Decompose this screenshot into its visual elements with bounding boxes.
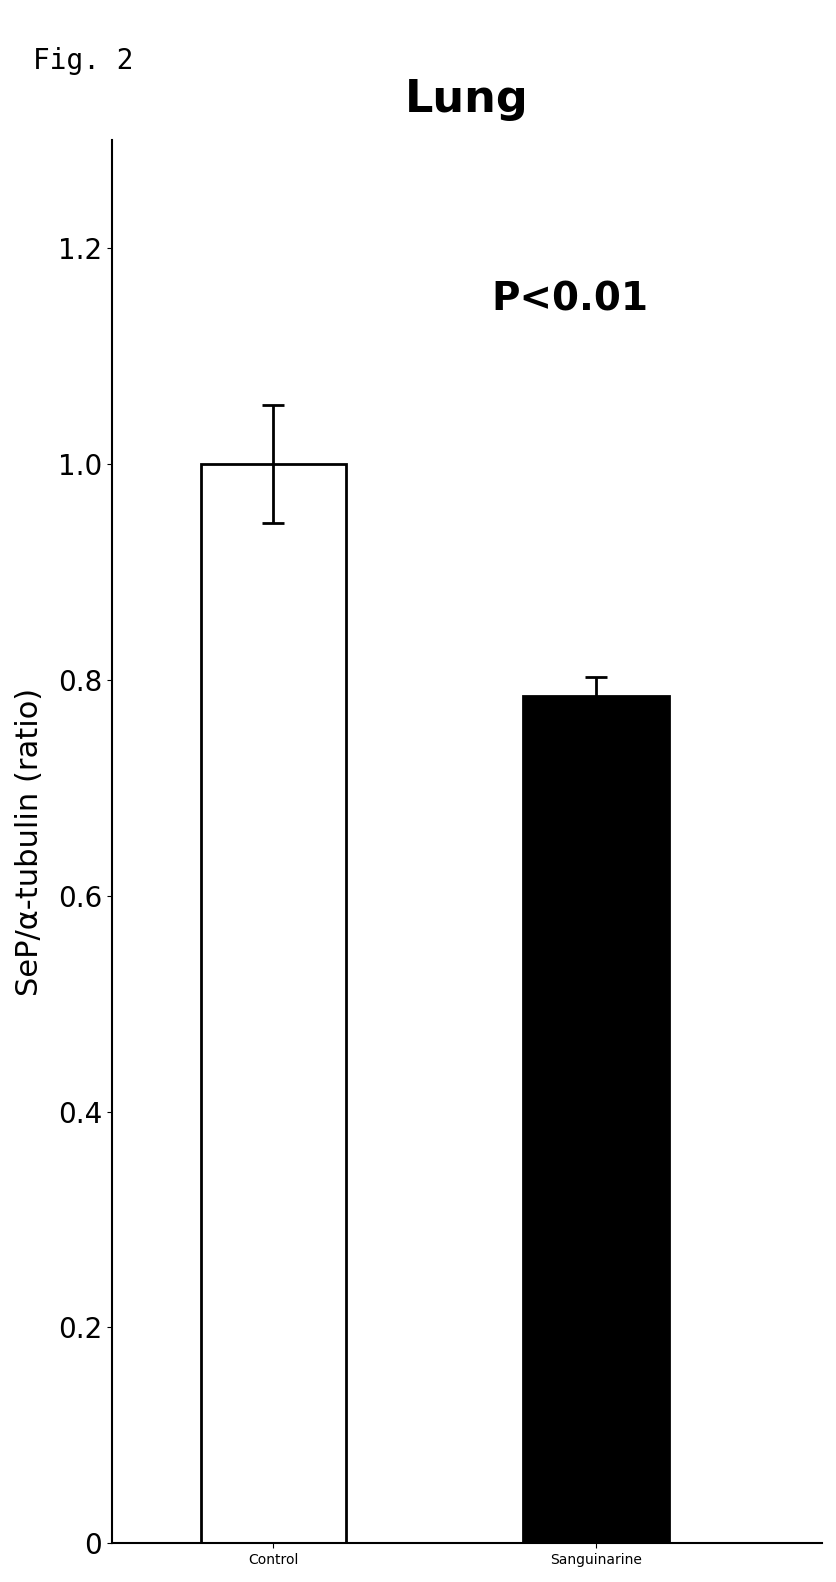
Text: Fig. 2: Fig. 2 xyxy=(33,47,134,76)
Y-axis label: SeP/α-tubulin (ratio): SeP/α-tubulin (ratio) xyxy=(15,688,44,995)
Title: Lung: Lung xyxy=(405,78,528,122)
Bar xyxy=(522,696,668,1544)
Text: P<0.01: P<0.01 xyxy=(491,280,648,318)
Bar xyxy=(201,464,345,1544)
